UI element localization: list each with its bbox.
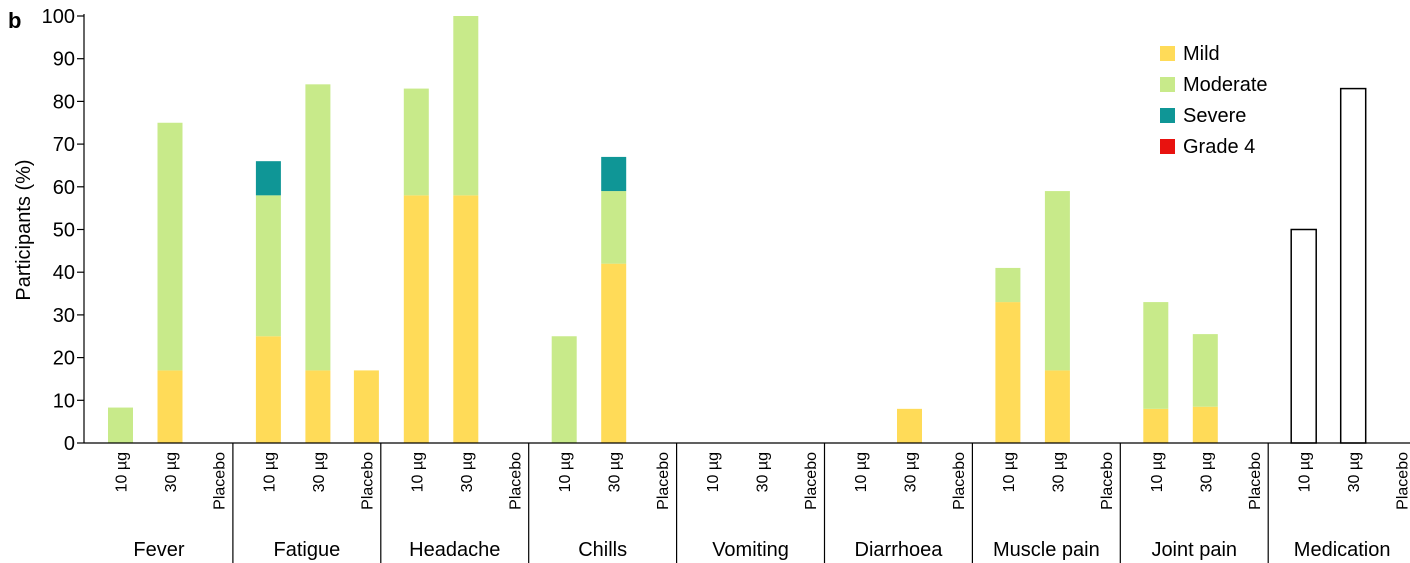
bar-1-0-2 [255, 161, 281, 196]
group-label-7: Joint pain [1151, 539, 1237, 561]
bar-1-1-0 [305, 370, 331, 443]
dose-label-3-0: 10 µg [557, 452, 574, 492]
bar-1-2-0 [353, 370, 379, 443]
legend-swatch-1 [1160, 77, 1175, 92]
bar-0-1-1 [157, 122, 183, 371]
bar-1-0-0 [255, 336, 281, 443]
bar-7-0-0 [1143, 408, 1169, 443]
y-tick-label-1: 10 [53, 390, 75, 412]
y-tick-label-10: 100 [42, 6, 75, 28]
bar-6-1-0 [1044, 370, 1070, 443]
dose-label-8-1: 30 µg [1346, 452, 1363, 492]
y-tick-label-5: 50 [53, 220, 75, 242]
legend-label-0: Mild [1183, 43, 1220, 65]
dose-label-1-2: Placebo [359, 452, 376, 510]
y-tick-label-3: 30 [53, 305, 75, 327]
group-label-2: Headache [409, 539, 500, 561]
dose-label-5-1: 30 µg [903, 452, 920, 492]
y-axis-label: Participants (%) [13, 159, 35, 300]
dose-label-0-2: Placebo [212, 452, 229, 510]
bar-1-1-1 [305, 84, 331, 371]
dose-label-1-0: 10 µg [261, 452, 278, 492]
dose-label-2-1: 30 µg [459, 452, 476, 492]
dose-label-6-2: Placebo [1099, 452, 1116, 510]
dose-label-8-0: 10 µg [1297, 452, 1314, 492]
bar-6-0-0 [995, 302, 1021, 443]
dose-label-7-2: Placebo [1247, 452, 1264, 510]
bar-3-1-0 [601, 263, 627, 443]
legend: Mild Moderate Severe Grade 4 [1160, 43, 1268, 158]
y-tick-label-2: 20 [53, 348, 75, 370]
bar-2-1-0 [453, 195, 479, 443]
dose-label-1-1: 30 µg [311, 452, 328, 492]
legend-swatch-2 [1160, 108, 1175, 123]
group-label-4: Vomiting [712, 539, 789, 561]
dose-label-4-0: 10 µg [705, 452, 722, 492]
bar-7-1-0 [1192, 406, 1218, 443]
y-tick-label-0: 0 [64, 433, 75, 455]
bar-2-0-1 [403, 88, 429, 196]
dose-label-0-0: 10 µg [114, 452, 131, 492]
dose-label-5-0: 10 µg [853, 452, 870, 492]
outline-bar-0 [1290, 228, 1317, 444]
dose-label-4-2: Placebo [803, 452, 820, 510]
bar-3-1-2 [601, 156, 627, 192]
dose-label-6-1: 30 µg [1050, 452, 1067, 492]
y-tick-label-8: 80 [53, 91, 75, 113]
legend-swatch-3 [1160, 139, 1175, 154]
legend-swatch-0 [1160, 46, 1175, 61]
y-axis: 0 10 20 30 40 50 60 70 80 90 100 [42, 6, 85, 455]
bar-0-1-0 [157, 370, 183, 443]
group-label-0: Fever [133, 539, 184, 561]
dose-label-2-2: Placebo [507, 452, 524, 510]
group-label-3: Chills [578, 539, 627, 561]
bar-7-0-1 [1143, 302, 1169, 409]
dose-label-7-1: 30 µg [1198, 452, 1215, 492]
bars [108, 16, 1367, 444]
y-tick-label-9: 90 [53, 49, 75, 71]
group-label-5: Diarrhoea [855, 539, 944, 561]
y-tick-label-4: 40 [53, 262, 75, 284]
group-label-1: Fatigue [273, 539, 340, 561]
dose-label-0-1: 30 µg [163, 452, 180, 492]
bar-0-0-1 [108, 407, 133, 443]
bar-3-0-1 [551, 336, 577, 443]
bar-7-1-1 [1192, 334, 1218, 407]
bar-6-1-1 [1044, 191, 1070, 371]
y-tick-label-6: 60 [53, 177, 75, 199]
bar-1-0-1 [255, 195, 281, 337]
dose-label-2-0: 10 µg [409, 452, 426, 492]
dose-label-3-2: Placebo [655, 452, 672, 510]
x-axis: 10 µg 30 µg Placebo Fever 10 µg 30 µg Placebo F… [84, 442, 1410, 563]
bar-2-0-0 [403, 195, 429, 443]
dose-label-6-0: 10 µg [1001, 452, 1018, 492]
outline-bar-1 [1339, 87, 1367, 444]
y-tick-label-7: 70 [53, 134, 75, 156]
dose-label-3-1: 30 µg [607, 452, 624, 492]
bar-5-1-0 [897, 408, 922, 443]
bar-2-1-1 [453, 16, 479, 196]
dose-label-4-1: 30 µg [755, 452, 772, 492]
dose-label-8-2: Placebo [1395, 452, 1410, 510]
panel-label: b [8, 8, 21, 33]
legend-label-2: Severe [1183, 105, 1246, 127]
group-label-8: Medication [1294, 539, 1391, 561]
bar-6-0-1 [995, 267, 1021, 303]
dose-label-7-0: 10 µg [1149, 452, 1166, 492]
bar-3-1-1 [601, 191, 627, 264]
legend-label-3: Grade 4 [1183, 136, 1255, 158]
group-label-6: Muscle pain [993, 539, 1100, 561]
dose-label-5-2: Placebo [951, 452, 968, 510]
legend-label-1: Moderate [1183, 74, 1268, 96]
